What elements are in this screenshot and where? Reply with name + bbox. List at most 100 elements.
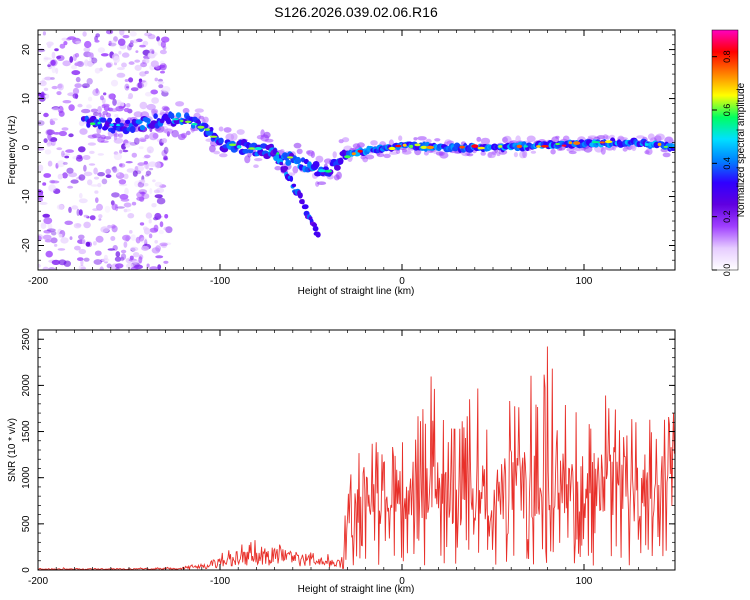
spectrogram-cell: [116, 124, 121, 127]
spectrogram-cell: [138, 256, 143, 264]
spectrogram-cell: [180, 119, 184, 123]
spectrogram-cell: [90, 184, 99, 187]
spectrogram-cell: [134, 59, 141, 63]
spectrogram-cell: [62, 60, 71, 67]
spectrogram-cell: [66, 167, 74, 174]
spectrogram-cell: [123, 208, 128, 213]
spectrogram-cell: [140, 62, 148, 68]
spectrogram-cell: [152, 179, 156, 183]
spectrogram-cell: [55, 67, 59, 74]
spectrogram-cell: [202, 116, 209, 124]
spectrogram-cell: [655, 133, 665, 141]
spectrogram-cell: [141, 179, 146, 184]
spectrogram-cell: [175, 112, 182, 118]
spectrogram-cell: [54, 243, 58, 247]
spectrogram-cell: [108, 40, 112, 46]
spectrogram-cell: [477, 146, 485, 150]
spectrogram-cell: [253, 164, 259, 168]
spectrogram-cell: [398, 135, 403, 141]
spectrogram-cell: [591, 141, 600, 144]
spectrogram-cell: [169, 112, 175, 120]
spectrogram-cell: [471, 144, 479, 148]
spectrogram-cell: [46, 228, 56, 232]
x-tick-label: -200: [28, 576, 48, 587]
spectrogram-cell: [38, 120, 45, 126]
spectrogram-cell: [292, 165, 299, 174]
spectrogram-cell: [85, 241, 91, 247]
spectrogram-cell: [58, 233, 63, 238]
spectrogram-cell: [43, 57, 53, 60]
spectrogram-cell: [163, 242, 172, 246]
spectrogram-cell: [98, 218, 102, 221]
spectrogram-cell: [324, 169, 332, 173]
spectrogram-cell: [154, 194, 163, 199]
colorbar-label: Normalized spectral amplitude: [736, 82, 747, 217]
spectrogram-cell: [87, 96, 93, 102]
spectrogram-cell: [138, 137, 147, 142]
spectrogram-cell: [209, 144, 216, 153]
colorbar-tick-label: 0.6: [722, 104, 732, 117]
spectrogram-cell: [75, 76, 81, 83]
spectrogram-cell: [154, 181, 163, 188]
spectrogram-cell: [383, 153, 391, 159]
spectrogram-cell: [213, 150, 220, 155]
spectrogram-cell: [318, 169, 326, 173]
spectrogram-cell: [79, 128, 88, 135]
spectrogram-cell: [645, 147, 653, 156]
spectrogram-cell: [151, 203, 157, 208]
spectrogram-cell: [62, 153, 71, 156]
spectrogram-cell: [110, 108, 118, 112]
spectrogram-cell: [43, 56, 49, 62]
spectrogram-cell: [64, 220, 73, 225]
spectrogram-cell: [61, 150, 65, 158]
spectrogram-cell: [83, 257, 90, 262]
spectrogram-cell: [636, 135, 645, 139]
spectrogram-cell: [568, 150, 577, 155]
spectrogram-cell: [144, 91, 152, 97]
spectrogram-cell: [115, 267, 120, 270]
spectrogram-cell: [158, 84, 164, 89]
spectrogram-cell: [136, 82, 145, 89]
spectrogram-cell: [125, 119, 131, 125]
spectrogram-cell: [645, 143, 649, 146]
spectrogram-cell: [254, 147, 262, 151]
spectrogram-cell: [154, 212, 162, 220]
spectrogram-cell: [118, 105, 124, 109]
spectrogram-cell: [356, 142, 365, 148]
spectrogram-cell: [663, 145, 669, 148]
spectrogram-cell: [120, 253, 127, 260]
y-tick-label: 0: [21, 144, 32, 150]
spectrogram-cell: [50, 59, 56, 66]
spectrogram-cell: [351, 152, 356, 156]
spectrogram-cell: [125, 103, 131, 108]
spectrogram-cell: [116, 72, 126, 78]
snr-y-ticks: 0 500 1000 1500 2000 2500: [21, 328, 675, 573]
spectrogram-cell: [236, 129, 245, 135]
spectrogram-cell: [97, 182, 102, 188]
spectrogram-cell: [128, 61, 135, 65]
spectrogram-cell: [139, 101, 148, 110]
spectrogram-cell: [248, 147, 256, 150]
spectrogram-cell: [101, 258, 110, 263]
spectrogram-cell: [38, 147, 45, 151]
spectrogram-cell: [209, 127, 214, 132]
spectrogram-cell: [617, 137, 628, 141]
spectrogram-cell: [662, 152, 671, 158]
spectrogram-cell: [218, 137, 224, 144]
spectrogram-cell: [157, 264, 162, 270]
y-tick-label: -20: [21, 238, 32, 253]
spectrogram-cell: [120, 198, 130, 202]
spectrogram-cell: [74, 245, 81, 251]
spectrogram-cell: [344, 155, 351, 159]
spectrogram-cell: [132, 259, 139, 264]
spectrogram-cell: [72, 53, 77, 62]
spectrogram-cell: [148, 233, 153, 239]
spectrogram-cell: [498, 145, 503, 148]
spectrogram-cell: [118, 50, 122, 55]
spectrogram-cell: [46, 140, 52, 147]
spectrogram-cell: [42, 234, 52, 240]
spectrogram-cell: [94, 190, 99, 194]
spectrogram-cell: [153, 113, 158, 119]
spectrogram-cell: [119, 30, 125, 36]
spectrogram-cell: [49, 118, 54, 126]
